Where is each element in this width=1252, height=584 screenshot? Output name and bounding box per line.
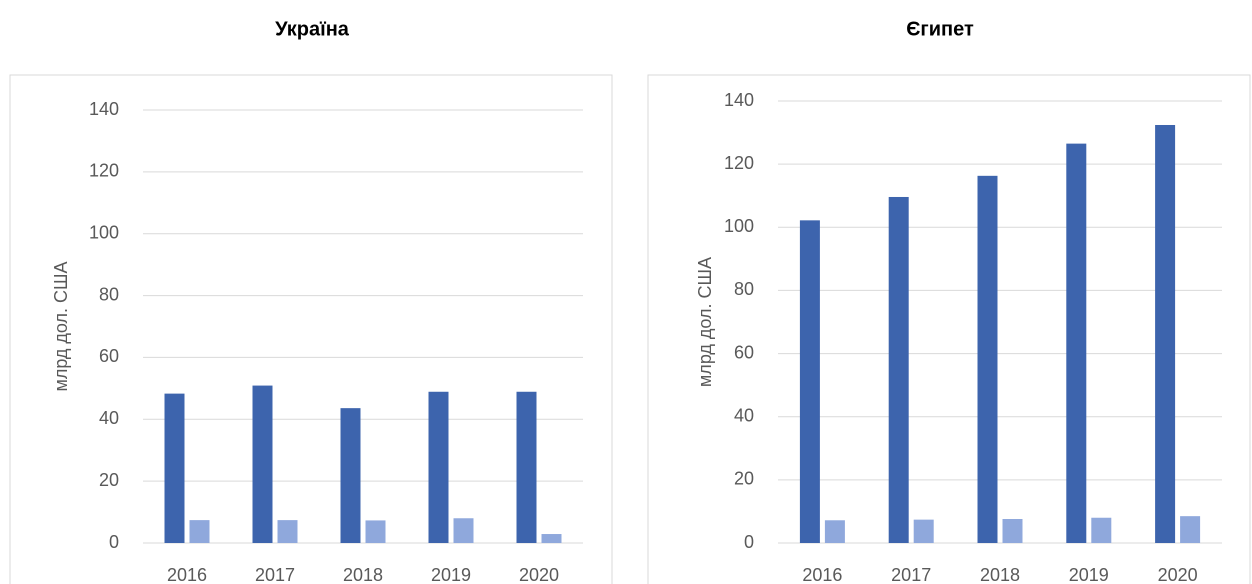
y-tick-label: 0 [109, 532, 119, 552]
y-tick-label: 40 [734, 405, 754, 425]
x-tick-label: 2018 [343, 565, 383, 584]
bar [453, 518, 474, 543]
bar [888, 196, 909, 543]
bar [1180, 516, 1201, 543]
x-tick-label: 2017 [255, 565, 295, 584]
bar [516, 391, 537, 543]
bar [799, 220, 820, 543]
bar [913, 519, 934, 543]
x-tick-label: 2017 [891, 565, 931, 584]
bar [1066, 143, 1087, 543]
bar [1002, 519, 1023, 543]
x-tick-label: 2019 [1069, 565, 1109, 584]
bar [365, 520, 386, 543]
y-tick-label: 120 [89, 161, 119, 181]
bar [340, 408, 361, 543]
y-tick-label: 60 [734, 342, 754, 362]
y-tick-label: 40 [99, 408, 119, 428]
chart-border [647, 74, 1251, 584]
bar [164, 393, 185, 543]
bar [541, 534, 562, 543]
x-tick-label: 2020 [519, 565, 559, 584]
y-axis-label: млрд дол. США [695, 257, 715, 387]
chart-title: Україна [275, 18, 350, 40]
y-axis-label: млрд дол. США [51, 261, 71, 391]
y-tick-label: 20 [99, 470, 119, 490]
bar [824, 520, 845, 543]
y-tick-label: 100 [724, 216, 754, 236]
bar [977, 175, 998, 543]
y-tick-label: 80 [734, 279, 754, 299]
bar [428, 391, 449, 543]
bar [277, 520, 298, 543]
x-tick-label: 2016 [802, 565, 842, 584]
bar [1091, 517, 1112, 543]
bar [252, 385, 273, 543]
bar [1155, 124, 1176, 543]
y-tick-label: 20 [734, 469, 754, 489]
y-tick-label: 80 [99, 284, 119, 304]
y-tick-label: 140 [89, 99, 119, 119]
y-tick-label: 60 [99, 346, 119, 366]
y-tick-label: 0 [744, 532, 754, 552]
y-tick-label: 120 [724, 153, 754, 173]
x-tick-label: 2020 [1158, 565, 1198, 584]
y-tick-label: 100 [89, 222, 119, 242]
x-tick-label: 2019 [431, 565, 471, 584]
y-tick-label: 140 [724, 90, 754, 110]
bar [189, 520, 210, 543]
chart-border [9, 74, 613, 584]
x-tick-label: 2016 [167, 565, 207, 584]
chart-title: Єгипет [906, 18, 974, 40]
x-tick-label: 2018 [980, 565, 1020, 584]
